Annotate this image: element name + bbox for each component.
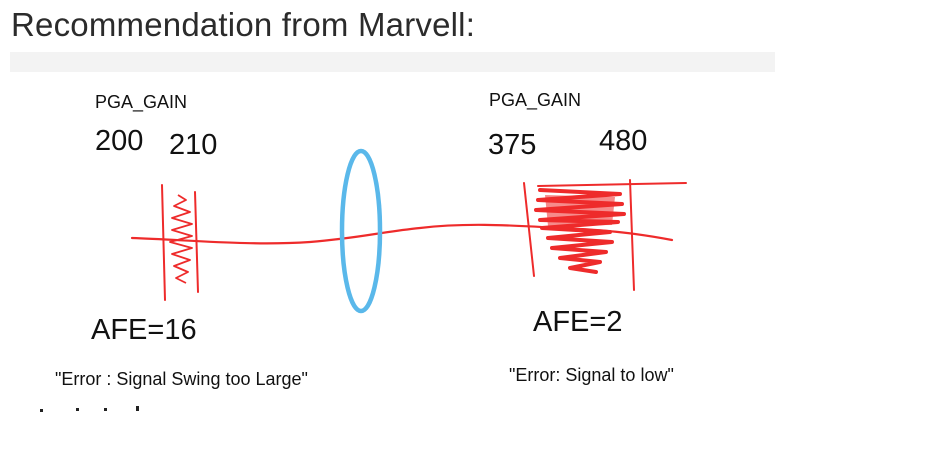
left-afe-label: AFE=16 — [91, 314, 197, 346]
left-error-message: "Error : Signal Swing too Large" — [55, 369, 308, 389]
header-divider-bar — [10, 52, 775, 72]
left-pga-gain-label: PGA_GAIN — [95, 92, 188, 112]
right-vertical-mark-1 — [523, 182, 535, 277]
stray-mark-2 — [76, 408, 79, 411]
right-scribble-fill — [545, 195, 615, 226]
stray-mark-3 — [104, 408, 107, 411]
right-afe-label: AFE=2 — [533, 306, 623, 338]
left-pga-value-200: 200 — [95, 125, 144, 157]
stray-mark-1 — [40, 409, 43, 412]
slide-title: Recommendation from Marvell: — [11, 6, 476, 43]
highlight-ellipse — [339, 148, 383, 314]
left-vertical-mark-2 — [194, 191, 199, 293]
left-scribble — [169, 194, 193, 284]
stray-mark-4 — [136, 406, 139, 411]
left-pga-value-210: 210 — [169, 129, 218, 161]
right-pga-value-375: 375 — [488, 129, 537, 161]
left-vertical-mark-1 — [161, 184, 166, 301]
right-pga-value-480: 480 — [599, 125, 648, 157]
right-vertical-mark-2 — [629, 179, 635, 291]
right-pga-gain-label: PGA_GAIN — [489, 90, 582, 110]
right-top-stroke — [537, 182, 687, 187]
right-error-message: "Error: Signal to low" — [509, 365, 674, 385]
